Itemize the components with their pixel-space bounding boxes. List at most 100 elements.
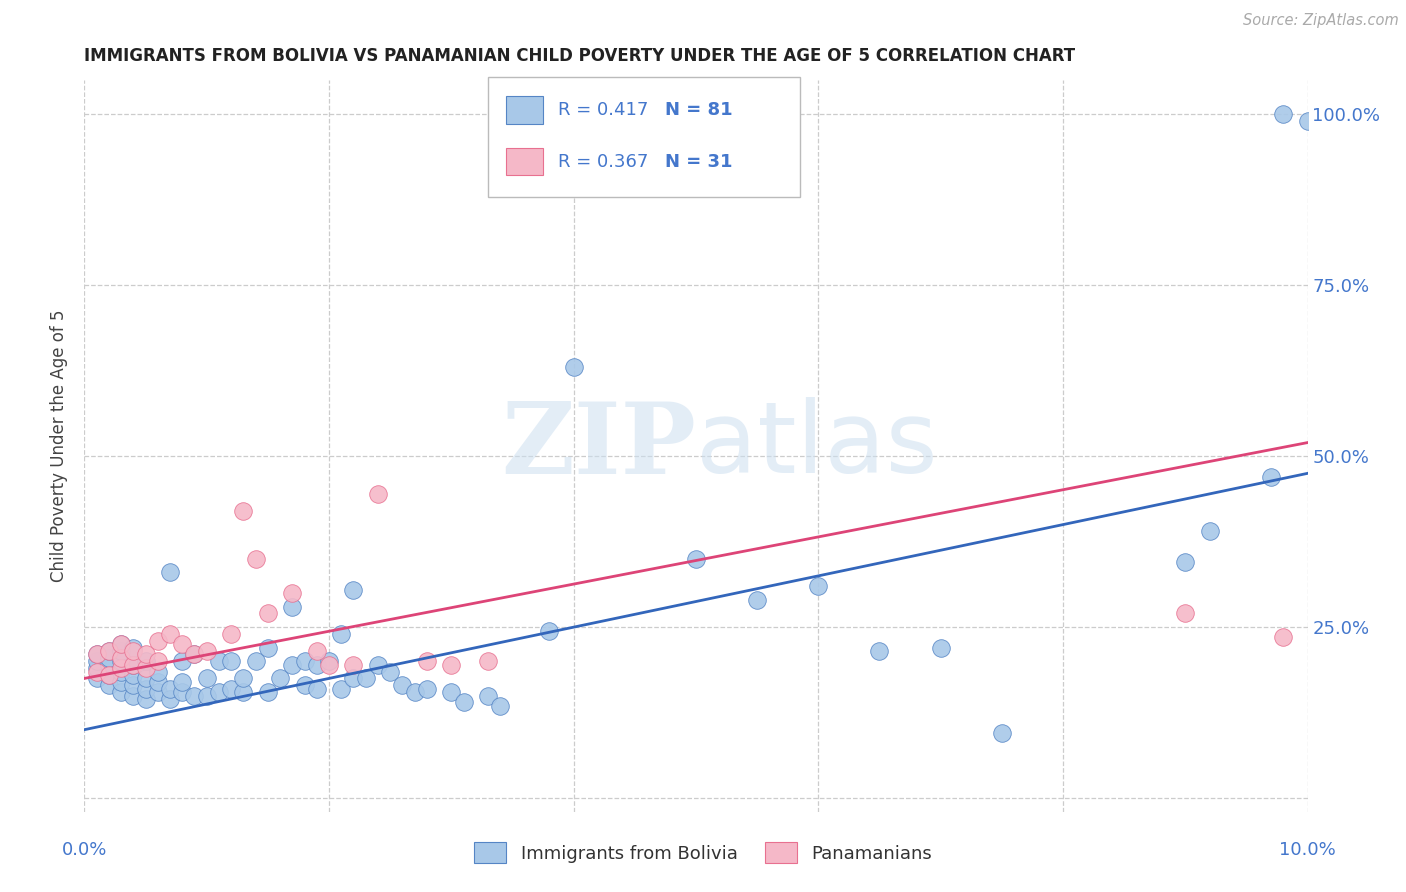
Point <box>1174 607 1197 621</box>
Point <box>183 648 205 662</box>
Point <box>110 644 132 658</box>
Point <box>110 674 132 689</box>
Point <box>305 644 328 658</box>
Point <box>86 654 108 668</box>
Point <box>146 685 169 699</box>
Point <box>342 672 364 686</box>
Point <box>146 665 169 679</box>
Text: Source: ZipAtlas.com: Source: ZipAtlas.com <box>1243 13 1399 29</box>
Point <box>538 624 561 638</box>
Point <box>97 651 120 665</box>
Point <box>257 607 280 621</box>
Point <box>416 681 439 696</box>
Point <box>135 672 157 686</box>
Point <box>146 654 169 668</box>
Point <box>281 599 304 614</box>
Point <box>281 657 304 672</box>
Point <box>146 674 169 689</box>
Point <box>110 637 132 651</box>
Text: 10.0%: 10.0% <box>1279 841 1336 859</box>
Point <box>404 685 426 699</box>
Point <box>97 644 120 658</box>
Point <box>354 672 377 686</box>
Point <box>232 672 254 686</box>
Point <box>489 698 512 713</box>
Point <box>122 668 145 682</box>
Y-axis label: Child Poverty Under the Age of 5: Child Poverty Under the Age of 5 <box>51 310 69 582</box>
Point <box>440 657 463 672</box>
Point <box>685 551 707 566</box>
Point <box>477 654 499 668</box>
Point <box>342 657 364 672</box>
FancyBboxPatch shape <box>506 96 543 124</box>
Point <box>135 681 157 696</box>
Point <box>1174 555 1197 569</box>
Point <box>232 685 254 699</box>
Point <box>122 657 145 672</box>
Point <box>318 654 340 668</box>
Point <box>281 586 304 600</box>
Point <box>86 665 108 679</box>
Point <box>330 681 353 696</box>
Point <box>122 640 145 655</box>
Text: ZIP: ZIP <box>501 398 696 494</box>
Text: N = 31: N = 31 <box>665 153 733 171</box>
Point <box>416 654 439 668</box>
Point <box>183 648 205 662</box>
Point <box>294 654 316 668</box>
Point <box>869 644 891 658</box>
Point <box>86 648 108 662</box>
Point <box>305 657 328 672</box>
Point <box>747 592 769 607</box>
Point <box>318 657 340 672</box>
Point <box>122 657 145 672</box>
Point <box>195 672 218 686</box>
Point <box>391 678 413 692</box>
Point <box>342 582 364 597</box>
Point <box>97 644 120 658</box>
Point <box>367 487 389 501</box>
Point <box>183 689 205 703</box>
Point <box>122 644 145 658</box>
Point <box>135 692 157 706</box>
Point <box>245 551 267 566</box>
FancyBboxPatch shape <box>506 147 543 176</box>
Point <box>146 633 169 648</box>
Point <box>562 360 585 375</box>
Point <box>86 648 108 662</box>
Text: atlas: atlas <box>696 398 938 494</box>
Point <box>1198 524 1220 539</box>
Point <box>110 654 132 668</box>
Point <box>1272 631 1295 645</box>
Point <box>110 685 132 699</box>
Point <box>110 665 132 679</box>
Point <box>110 637 132 651</box>
Point <box>807 579 830 593</box>
Text: R = 0.367: R = 0.367 <box>558 153 648 171</box>
Point <box>122 678 145 692</box>
Point <box>172 674 194 689</box>
Point <box>135 661 157 675</box>
Point <box>86 672 108 686</box>
Point <box>330 627 353 641</box>
Point <box>110 651 132 665</box>
Point <box>195 644 218 658</box>
Point <box>208 654 231 668</box>
Point <box>453 695 475 709</box>
Point <box>172 654 194 668</box>
Point <box>477 689 499 703</box>
Point <box>172 685 194 699</box>
Point <box>122 689 145 703</box>
Point <box>159 692 181 706</box>
Point <box>269 672 291 686</box>
Point <box>294 678 316 692</box>
Point <box>219 627 242 641</box>
Point <box>305 681 328 696</box>
Point <box>1260 469 1282 483</box>
Text: IMMIGRANTS FROM BOLIVIA VS PANAMANIAN CHILD POVERTY UNDER THE AGE OF 5 CORRELATI: IMMIGRANTS FROM BOLIVIA VS PANAMANIAN CH… <box>84 47 1076 65</box>
Point <box>245 654 267 668</box>
Point <box>86 661 108 675</box>
Point <box>257 640 280 655</box>
Point <box>97 668 120 682</box>
Point <box>232 504 254 518</box>
